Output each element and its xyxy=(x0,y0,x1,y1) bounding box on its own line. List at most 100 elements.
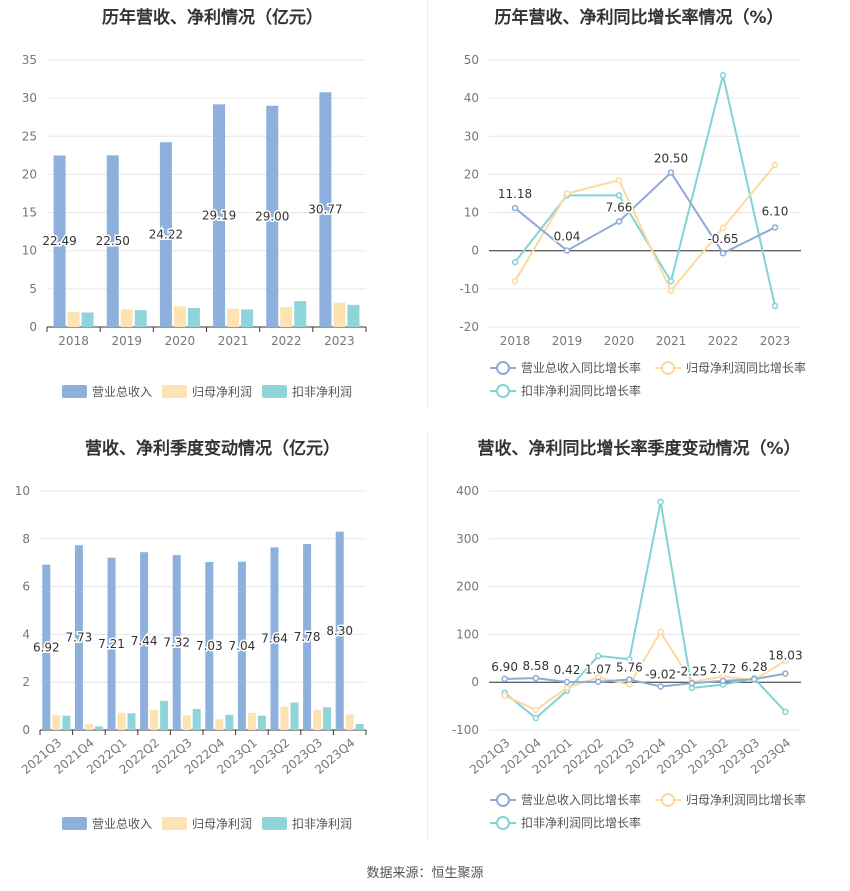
legend-label: 扣非净利润 xyxy=(292,385,352,399)
series-line-2 xyxy=(514,75,776,307)
y-tick-label: -100 xyxy=(452,723,479,737)
legend-marker xyxy=(496,793,510,807)
legend-label: 营业总收入同比增长率 xyxy=(521,360,641,375)
x-tick-label: 2023 xyxy=(324,334,355,348)
y-tick-label: 10 xyxy=(464,206,479,220)
data-point-0 xyxy=(782,670,789,677)
data-point-2 xyxy=(511,258,519,266)
bar-0 xyxy=(53,155,66,327)
bar-0 xyxy=(335,531,344,730)
data-label: 0.42 xyxy=(554,663,581,677)
data-label: 8.30 xyxy=(326,624,353,638)
data-point-0 xyxy=(563,247,571,254)
data-label: 11.18 xyxy=(498,187,532,201)
y-tick-label: -10 xyxy=(459,282,479,296)
data-label: 7.32 xyxy=(163,636,190,650)
data-point-2 xyxy=(667,277,675,285)
legend-swatch xyxy=(262,385,287,398)
x-tick-label: 2021 xyxy=(218,334,249,348)
data-label: 6.90 xyxy=(491,660,518,674)
bar-1 xyxy=(120,309,133,327)
y-tick-label: 35 xyxy=(22,53,37,67)
y-tick-label: 40 xyxy=(464,91,479,105)
data-point-1 xyxy=(511,277,519,285)
bar-1 xyxy=(67,311,80,327)
bar-1 xyxy=(173,306,186,327)
bar-2 xyxy=(225,714,234,730)
data-point-1 xyxy=(771,161,779,169)
x-tick-label: 2022 xyxy=(708,334,739,348)
series-line-0 xyxy=(514,170,776,255)
data-point-1 xyxy=(563,684,571,692)
legend-label: 扣非净利润同比增长率 xyxy=(521,815,641,830)
legend-swatch xyxy=(262,817,287,830)
data-point-0 xyxy=(511,204,519,212)
legend-label: 扣非净利润同比增长率 xyxy=(521,383,641,398)
legend-label: 归母净利润 xyxy=(192,817,252,831)
y-tick-label: -20 xyxy=(459,320,479,334)
data-point-1 xyxy=(782,657,789,664)
data-label: 7.04 xyxy=(229,639,256,653)
bar-1 xyxy=(333,302,346,327)
bar-0 xyxy=(106,155,119,327)
data-point-2 xyxy=(657,498,664,506)
bar-2 xyxy=(187,307,200,327)
data-point-2 xyxy=(626,656,633,663)
data-point-0 xyxy=(719,677,727,685)
bar-2 xyxy=(294,301,307,327)
legend-label: 归母净利润 xyxy=(192,385,252,399)
chart-title: 历年营收、净利同比增长率情况（%） xyxy=(494,8,784,28)
annual-bar-chart: 0 5 10 15 20 25 30 35 22.49 22.50 24.22 29.19 29.00 3… xyxy=(22,53,367,399)
data-point-2 xyxy=(719,72,727,79)
data-label: 7.03 xyxy=(196,639,223,653)
y-tick-label: 30 xyxy=(464,129,479,143)
vertical-divider xyxy=(427,430,428,840)
y-tick-label: 5 xyxy=(29,282,37,296)
legend-marker xyxy=(661,793,675,807)
legend-label: 营业总收入同比增长率 xyxy=(521,792,641,807)
x-tick-label: 2019 xyxy=(552,334,583,348)
bar-2 xyxy=(192,708,201,730)
bar-1 xyxy=(52,715,61,730)
y-tick-label: 2 xyxy=(22,675,30,689)
data-label: -9.02 xyxy=(645,668,676,682)
x-tick-label: 2023 xyxy=(760,334,791,348)
data-point-0 xyxy=(688,680,696,687)
bar-2 xyxy=(160,700,169,730)
y-tick-label: 100 xyxy=(456,627,479,641)
bar-1 xyxy=(280,307,293,327)
bar-1 xyxy=(247,712,256,730)
y-tick-label: 50 xyxy=(464,53,479,67)
quarterly-growth-panel: 营收、净利同比增长率季度变动情况（%） -100 0 100 200 300 400 6.9… xyxy=(428,430,850,845)
data-label: 7.66 xyxy=(606,200,633,214)
bar-0 xyxy=(74,545,83,730)
legend-marker xyxy=(496,384,510,398)
legend-swatch xyxy=(162,817,187,830)
data-point-1 xyxy=(626,681,633,688)
data-point-1 xyxy=(501,692,508,699)
data-point-1 xyxy=(532,706,540,714)
bar-1 xyxy=(345,714,354,730)
data-point-2 xyxy=(532,714,540,722)
bar-1 xyxy=(313,709,322,730)
data-point-2 xyxy=(594,652,602,660)
data-point-0 xyxy=(532,674,540,682)
data-label: 20.50 xyxy=(654,152,688,166)
legend-swatch xyxy=(62,817,87,830)
data-label: 0.04 xyxy=(554,230,581,244)
data-point-0 xyxy=(667,169,675,176)
quarterly-growth-line-chart: -100 0 100 200 300 400 6.90 8.58 0.42 1.07 5.76-9.… xyxy=(452,484,806,830)
bar-0 xyxy=(270,547,279,730)
data-point-0 xyxy=(501,675,508,683)
x-tick-label: 2021 xyxy=(656,334,687,348)
data-label: 6.10 xyxy=(762,204,789,218)
legend-label: 归母净利润同比增长率 xyxy=(686,792,806,807)
legend-label: 归母净利润同比增长率 xyxy=(686,360,806,375)
data-label: 1.07 xyxy=(585,663,612,677)
data-label: 24.22 xyxy=(149,228,183,242)
y-tick-label: 300 xyxy=(456,532,479,546)
data-point-1 xyxy=(563,190,571,197)
chart-title: 营收、净利同比增长率季度变动情况（%） xyxy=(477,439,801,459)
data-point-2 xyxy=(615,192,623,199)
data-point-0 xyxy=(657,683,664,690)
